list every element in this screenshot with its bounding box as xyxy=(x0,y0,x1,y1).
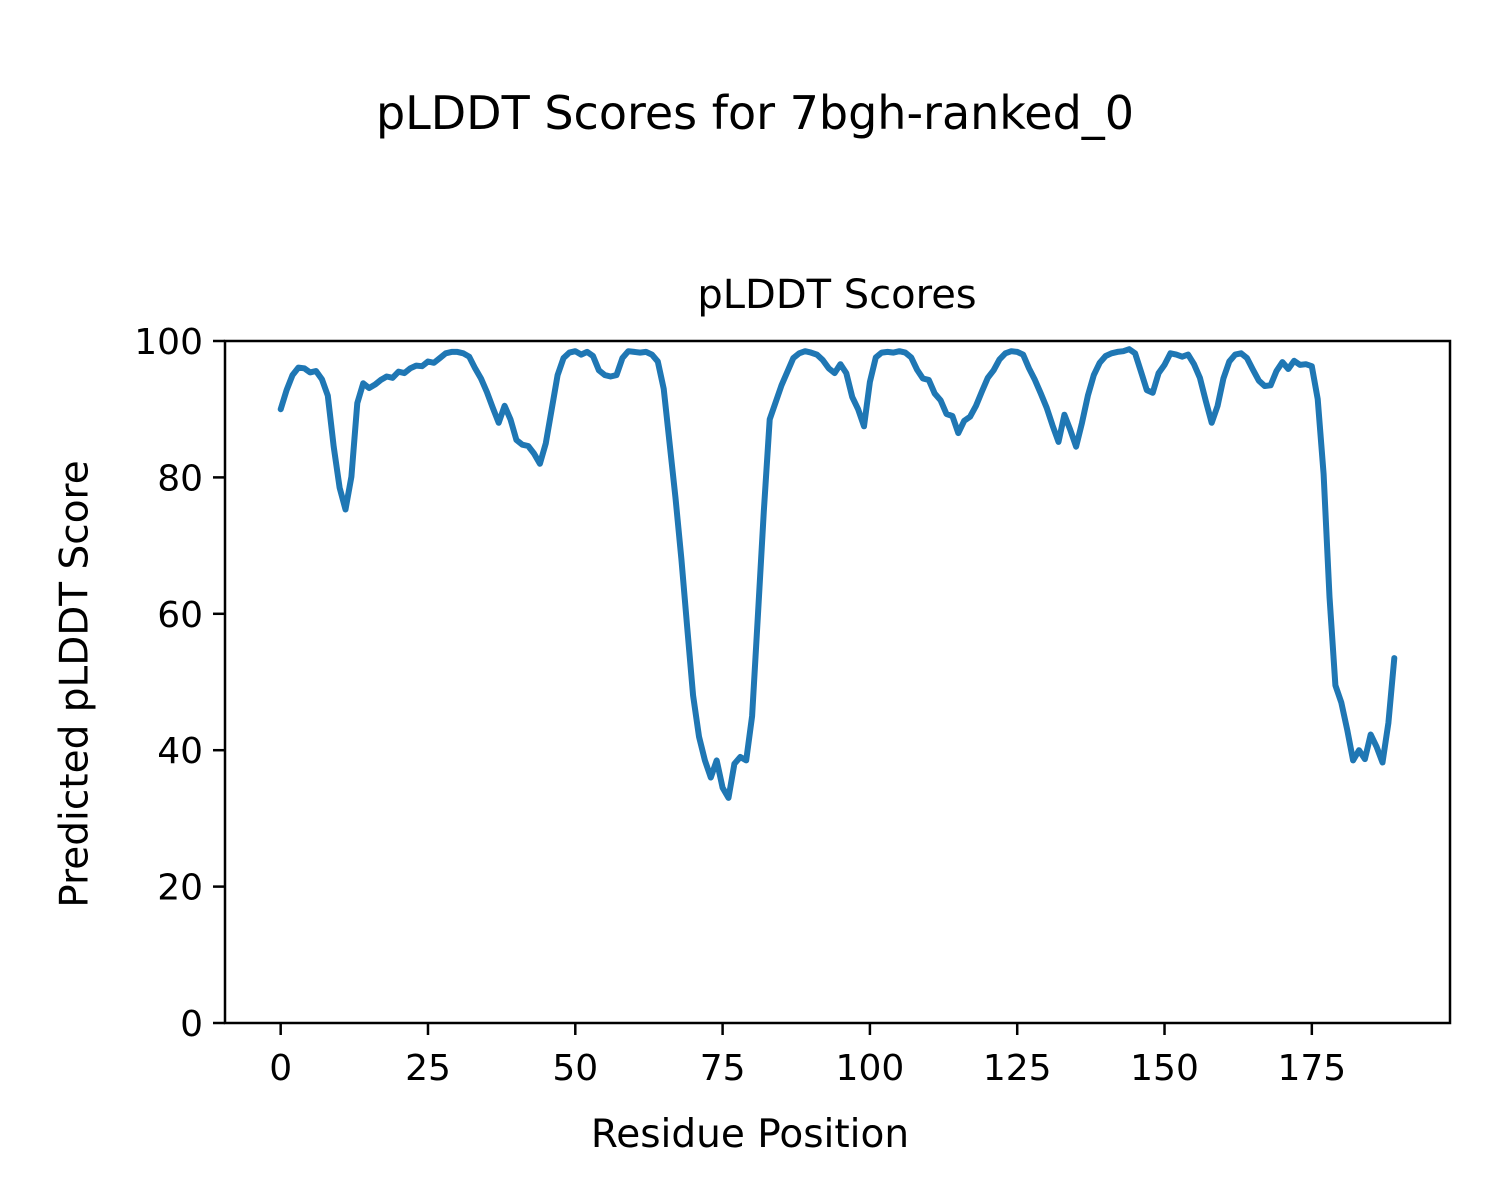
x-tick-label: 50 xyxy=(552,1048,598,1089)
axes-title: pLDDT Scores xyxy=(697,272,977,318)
x-tick-label: 175 xyxy=(1277,1048,1346,1089)
y-axis-label: Predicted pLDDT Score xyxy=(52,460,98,908)
x-tick-label: 100 xyxy=(836,1048,905,1089)
y-tick-label: 20 xyxy=(157,868,203,909)
y-tick-label: 60 xyxy=(157,595,203,636)
y-tick-label: 80 xyxy=(157,458,203,499)
plddt-line xyxy=(277,346,1398,801)
x-tick-label: 75 xyxy=(700,1048,746,1089)
y-tick-label: 40 xyxy=(157,731,203,772)
figure-title: pLDDT Scores for 7bgh-ranked_0 xyxy=(375,86,1135,140)
x-tick-label: 150 xyxy=(1130,1048,1199,1089)
y-tick-label: 0 xyxy=(180,1004,203,1045)
x-tick-label: 0 xyxy=(269,1048,292,1089)
x-tick-label: 125 xyxy=(983,1048,1052,1089)
x-tick-label: 25 xyxy=(405,1048,451,1089)
x-axis-label: Residue Position xyxy=(590,1112,910,1157)
axes-frame xyxy=(223,339,1452,1025)
y-tick-label: 100 xyxy=(134,322,203,363)
